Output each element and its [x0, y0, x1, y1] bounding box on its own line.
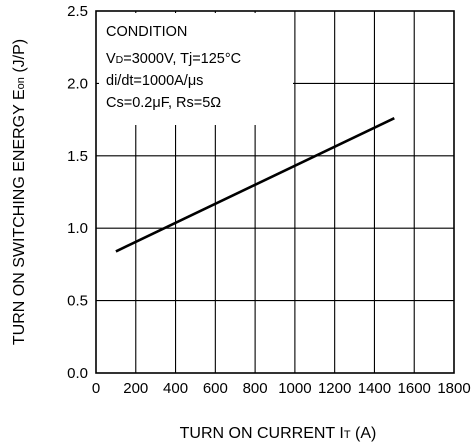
y-tick-label: 0.5 [67, 293, 88, 310]
annotation-voltage-symbol: V [106, 51, 116, 67]
y-axis-title: TURN ON SWITCHING ENERGY Eon (J/P) [11, 39, 28, 345]
x-tick-label: 1800 [437, 380, 470, 397]
annotation-voltage-rest: =3000V, Tj=125°C [123, 51, 241, 67]
y-tick-label: 0.0 [67, 365, 88, 382]
y-axis-title-subscript: on [15, 77, 27, 89]
annotation-line-voltage: VD=3000V, Tj=125°C [106, 51, 241, 67]
series-group [115, 117, 395, 253]
annotation-line-snubber: Cs=0.2μF, Rs=5Ω [106, 95, 221, 111]
y-tick-label: 2.0 [67, 75, 88, 92]
y-tick-label: 1.0 [67, 220, 88, 237]
x-tick-label: 600 [203, 380, 228, 397]
y-axis-title-main: TURN ON SWITCHING ENERGY E [11, 89, 28, 345]
x-tick-label: 1400 [358, 380, 391, 397]
x-tick-label: 800 [243, 380, 268, 397]
x-axis-title-unit: (A) [351, 425, 377, 442]
x-tick-label: 1600 [398, 380, 431, 397]
x-tick-label: 0 [92, 380, 100, 397]
x-tick-labels: 0 200 400 600 800 1000 1200 1400 1600 1800 [92, 380, 471, 397]
x-tick-label: 1200 [318, 380, 351, 397]
y-tick-label: 1.5 [67, 148, 88, 165]
series-line [115, 117, 395, 253]
y-tick-labels: 0.0 0.5 1.0 1.5 2.0 2.5 [67, 3, 88, 382]
y-axis-title-unit: (J/P) [11, 39, 28, 77]
x-tick-label: 400 [163, 380, 188, 397]
annotation-box [99, 13, 293, 125]
x-axis-title-subscript: T [344, 429, 351, 441]
plot-frame [95, 10, 455, 374]
x-tick-label: 1000 [278, 380, 311, 397]
annotation-title: CONDITION [106, 24, 187, 40]
annotation-voltage-subscript: D [116, 54, 124, 66]
annotation-line-didt: di/dt=1000A/μs [106, 73, 203, 89]
x-axis-title: TURN ON CURRENT IT (A) [180, 425, 377, 442]
y-tick-label: 2.5 [67, 3, 88, 20]
x-axis-title-main: TURN ON CURRENT I [180, 425, 344, 442]
x-tick-label: 200 [123, 380, 148, 397]
